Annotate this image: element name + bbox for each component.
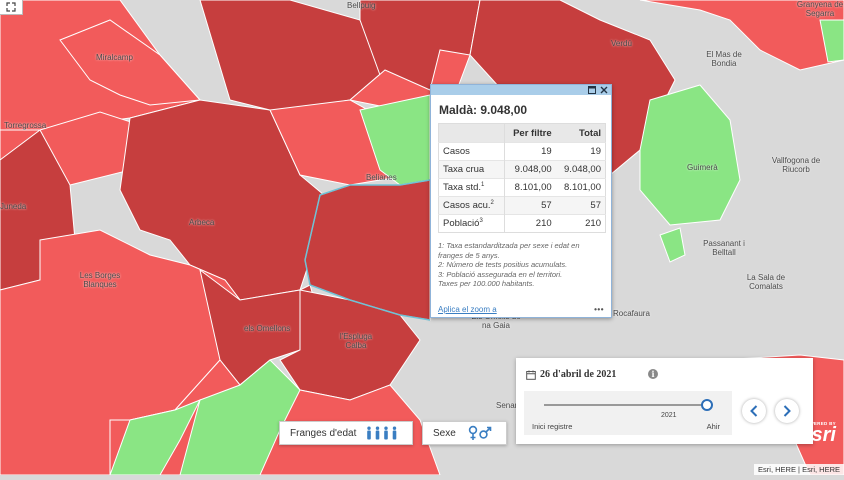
maximize-icon[interactable] [588,86,596,94]
table-header-empty [438,123,505,143]
row-label: Taxa std.1 [438,178,505,197]
slider-end-label: Ahir [706,422,720,431]
row-filter-value: 210 [504,214,556,233]
row-total-value: 57 [555,196,606,215]
chevron-right-icon [783,405,791,417]
label-miralcamp: Miralcamp [96,53,133,62]
time-slider-panel: 26 d'abril de 2021 i 2021 Inici registre… [516,358,813,444]
footnote-marker: 1 [481,181,485,188]
table-row: Casos 19 19 [438,142,606,161]
label-omellons: els Omellons [244,324,291,333]
age-groups-button[interactable]: Franges d'edat [279,421,413,445]
row-total-value: 210 [555,214,606,233]
row-label: Taxa crua [438,160,505,179]
label-bellpuig: Bellpuig [347,1,376,10]
age-groups-label: Franges d'edat [290,427,357,439]
feature-popup[interactable]: Maldà: 9.048,00 Per filtre Total Casos 19… [430,84,612,318]
row-label: Casos acu.2 [438,196,505,215]
time-slider[interactable]: 2021 Inici registre Ahir [524,391,732,435]
slider-handle[interactable] [701,399,713,411]
region-east-green-small [659,227,686,263]
slider-tick-label: 2021 [661,412,677,419]
region-ne-green [819,19,844,63]
row-total-value: 9.048,00 [555,160,606,179]
label-senan: Senan [496,401,520,410]
label-vallfogona: Vallfogona de Riucorb [771,156,821,174]
info-icon[interactable]: i [648,369,658,379]
note-2: 2: Número de tests positius acumulats. [438,260,568,269]
popup-footer: Aplica el zoom a ••• [438,305,604,314]
zoom-to-link[interactable]: Aplica el zoom a [438,305,497,314]
footnote-marker: 2 [490,199,494,206]
row-total-value: 8.101,00 [555,178,606,197]
sex-filter-label: Sexe [433,427,456,439]
region-guimera [639,84,741,226]
region-ne-red [639,0,844,71]
label-arbeca: Arbeca [189,218,215,227]
label-espluga: l'Espluga Calba [339,332,373,350]
footnote-marker: 3 [479,217,483,224]
table-header-filter: Per filtre [504,123,556,143]
row-label: Població3 [438,214,505,233]
label-juneda: Juneda [0,202,27,211]
label-passanant: Passanant i Belltall [703,239,745,257]
table-row: Població3 210 210 [438,214,606,233]
previous-button[interactable] [742,399,766,423]
slider-track[interactable] [544,404,707,406]
row-filter-value: 9.048,00 [504,160,556,179]
note-1: 1: Taxa estandarditzada per sexe i edat … [438,241,580,260]
row-filter-value: 57 [504,196,556,215]
current-date: 26 d'abril de 2021 [526,369,616,380]
row-total-value: 19 [555,142,606,161]
label-torregrossa: Torregrossa [4,121,47,130]
chevron-left-icon [750,405,758,417]
row-filter-value: 19 [504,142,556,161]
highlight-border [304,179,431,321]
label-verdu: Verdú [611,39,632,48]
label-mas-de-bondia: El Mas de Bondia [706,50,742,68]
row-filter-value: 8.101,00 [504,178,556,197]
current-date-text: 26 d'abril de 2021 [540,369,617,380]
stats-table-body: Casos 19 19 Taxa crua 9.048,00 9.048,00 Taxa s… [438,142,606,233]
close-icon[interactable] [600,86,608,94]
label-sala-comalats: La Sala de Comalats [746,273,786,291]
sex-filter-button[interactable]: Sexe [422,421,507,445]
table-row: Casos acu.2 57 57 [438,196,606,215]
slider-start-label: Inici registre [532,422,573,431]
note-4: Taxes per 100.000 habitants. [438,279,535,288]
row-label: Casos [438,142,505,161]
popup-titlebar [431,85,611,95]
label-belianes: Belianes [366,173,397,182]
powered-by-text: POWERED BY [802,421,836,426]
esri-wordmark: esri [800,424,836,446]
table-header-total: Total [555,123,606,143]
table-row: Taxa std.1 8.101,00 8.101,00 [438,178,606,197]
note-3: 3: Població assegurada en el territori. [438,269,563,279]
region-miralcamp [59,19,202,106]
label-guimera: Guimerà [687,163,718,172]
fullscreen-button[interactable] [0,0,23,15]
expand-icon [6,2,16,12]
popup-notes: 1: Taxa estandarditzada per sexe i edat … [431,233,611,289]
label-borges: Les Borges Blanques [79,271,121,289]
stats-table: Per filtre Total Casos 19 19 Taxa crua 9.048… [438,123,606,233]
label-granyena: Granyena de Segarra [796,0,844,18]
gender-icon [468,425,492,441]
next-button[interactable] [775,399,799,423]
calendar-icon [526,370,536,380]
label-rocafaura: Rocafaura [613,309,650,318]
popup-title: Maldà: 9.048,00 [439,103,528,117]
map-attribution[interactable]: Esri, HERE | Esri, HERE [754,464,844,475]
people-icon [366,426,402,440]
table-row: Taxa crua 9.048,00 9.048,00 [438,160,606,179]
esri-logo: POWERED BY esri [800,421,836,446]
more-options-button[interactable]: ••• [594,305,604,314]
